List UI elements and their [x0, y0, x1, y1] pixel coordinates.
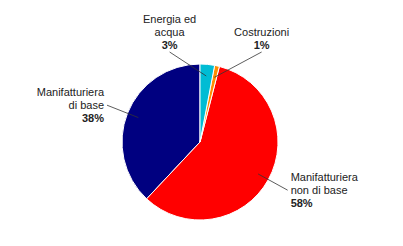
category-label-line: Manifatturiera [37, 86, 105, 98]
leader-lines [107, 52, 288, 190]
category-label-line: Energia ed [143, 13, 196, 25]
category-label: Costruzioni [234, 26, 289, 38]
pie-slice [200, 64, 215, 142]
category-label-line: di base [69, 99, 104, 111]
leader-line [214, 52, 261, 77]
leader-line [170, 52, 207, 76]
leader-line [107, 105, 138, 117]
category-label: Energia edacqua [143, 13, 196, 38]
category-label-line: Manifatturiera [291, 171, 359, 183]
category-label-line: non di base [291, 184, 348, 196]
page: {"chart_data": {"type": "pie", "categori… [0, 0, 403, 246]
leader-line [258, 174, 288, 190]
value-label: 38% [82, 112, 104, 124]
value-label: 58% [291, 197, 313, 209]
category-label-line: acqua [155, 26, 186, 38]
labels: Manifatturieradi base38%Manifatturierano… [37, 13, 359, 209]
category-label: Manifatturieradi base [37, 86, 105, 111]
value-label: 3% [162, 39, 178, 51]
chart: Manifatturieradi base38%Manifatturierano… [0, 0, 403, 246]
category-label: Manifatturieranon di base [291, 171, 359, 196]
value-label: 1% [254, 39, 270, 51]
category-label-line: Costruzioni [234, 26, 289, 38]
slices [122, 64, 278, 220]
